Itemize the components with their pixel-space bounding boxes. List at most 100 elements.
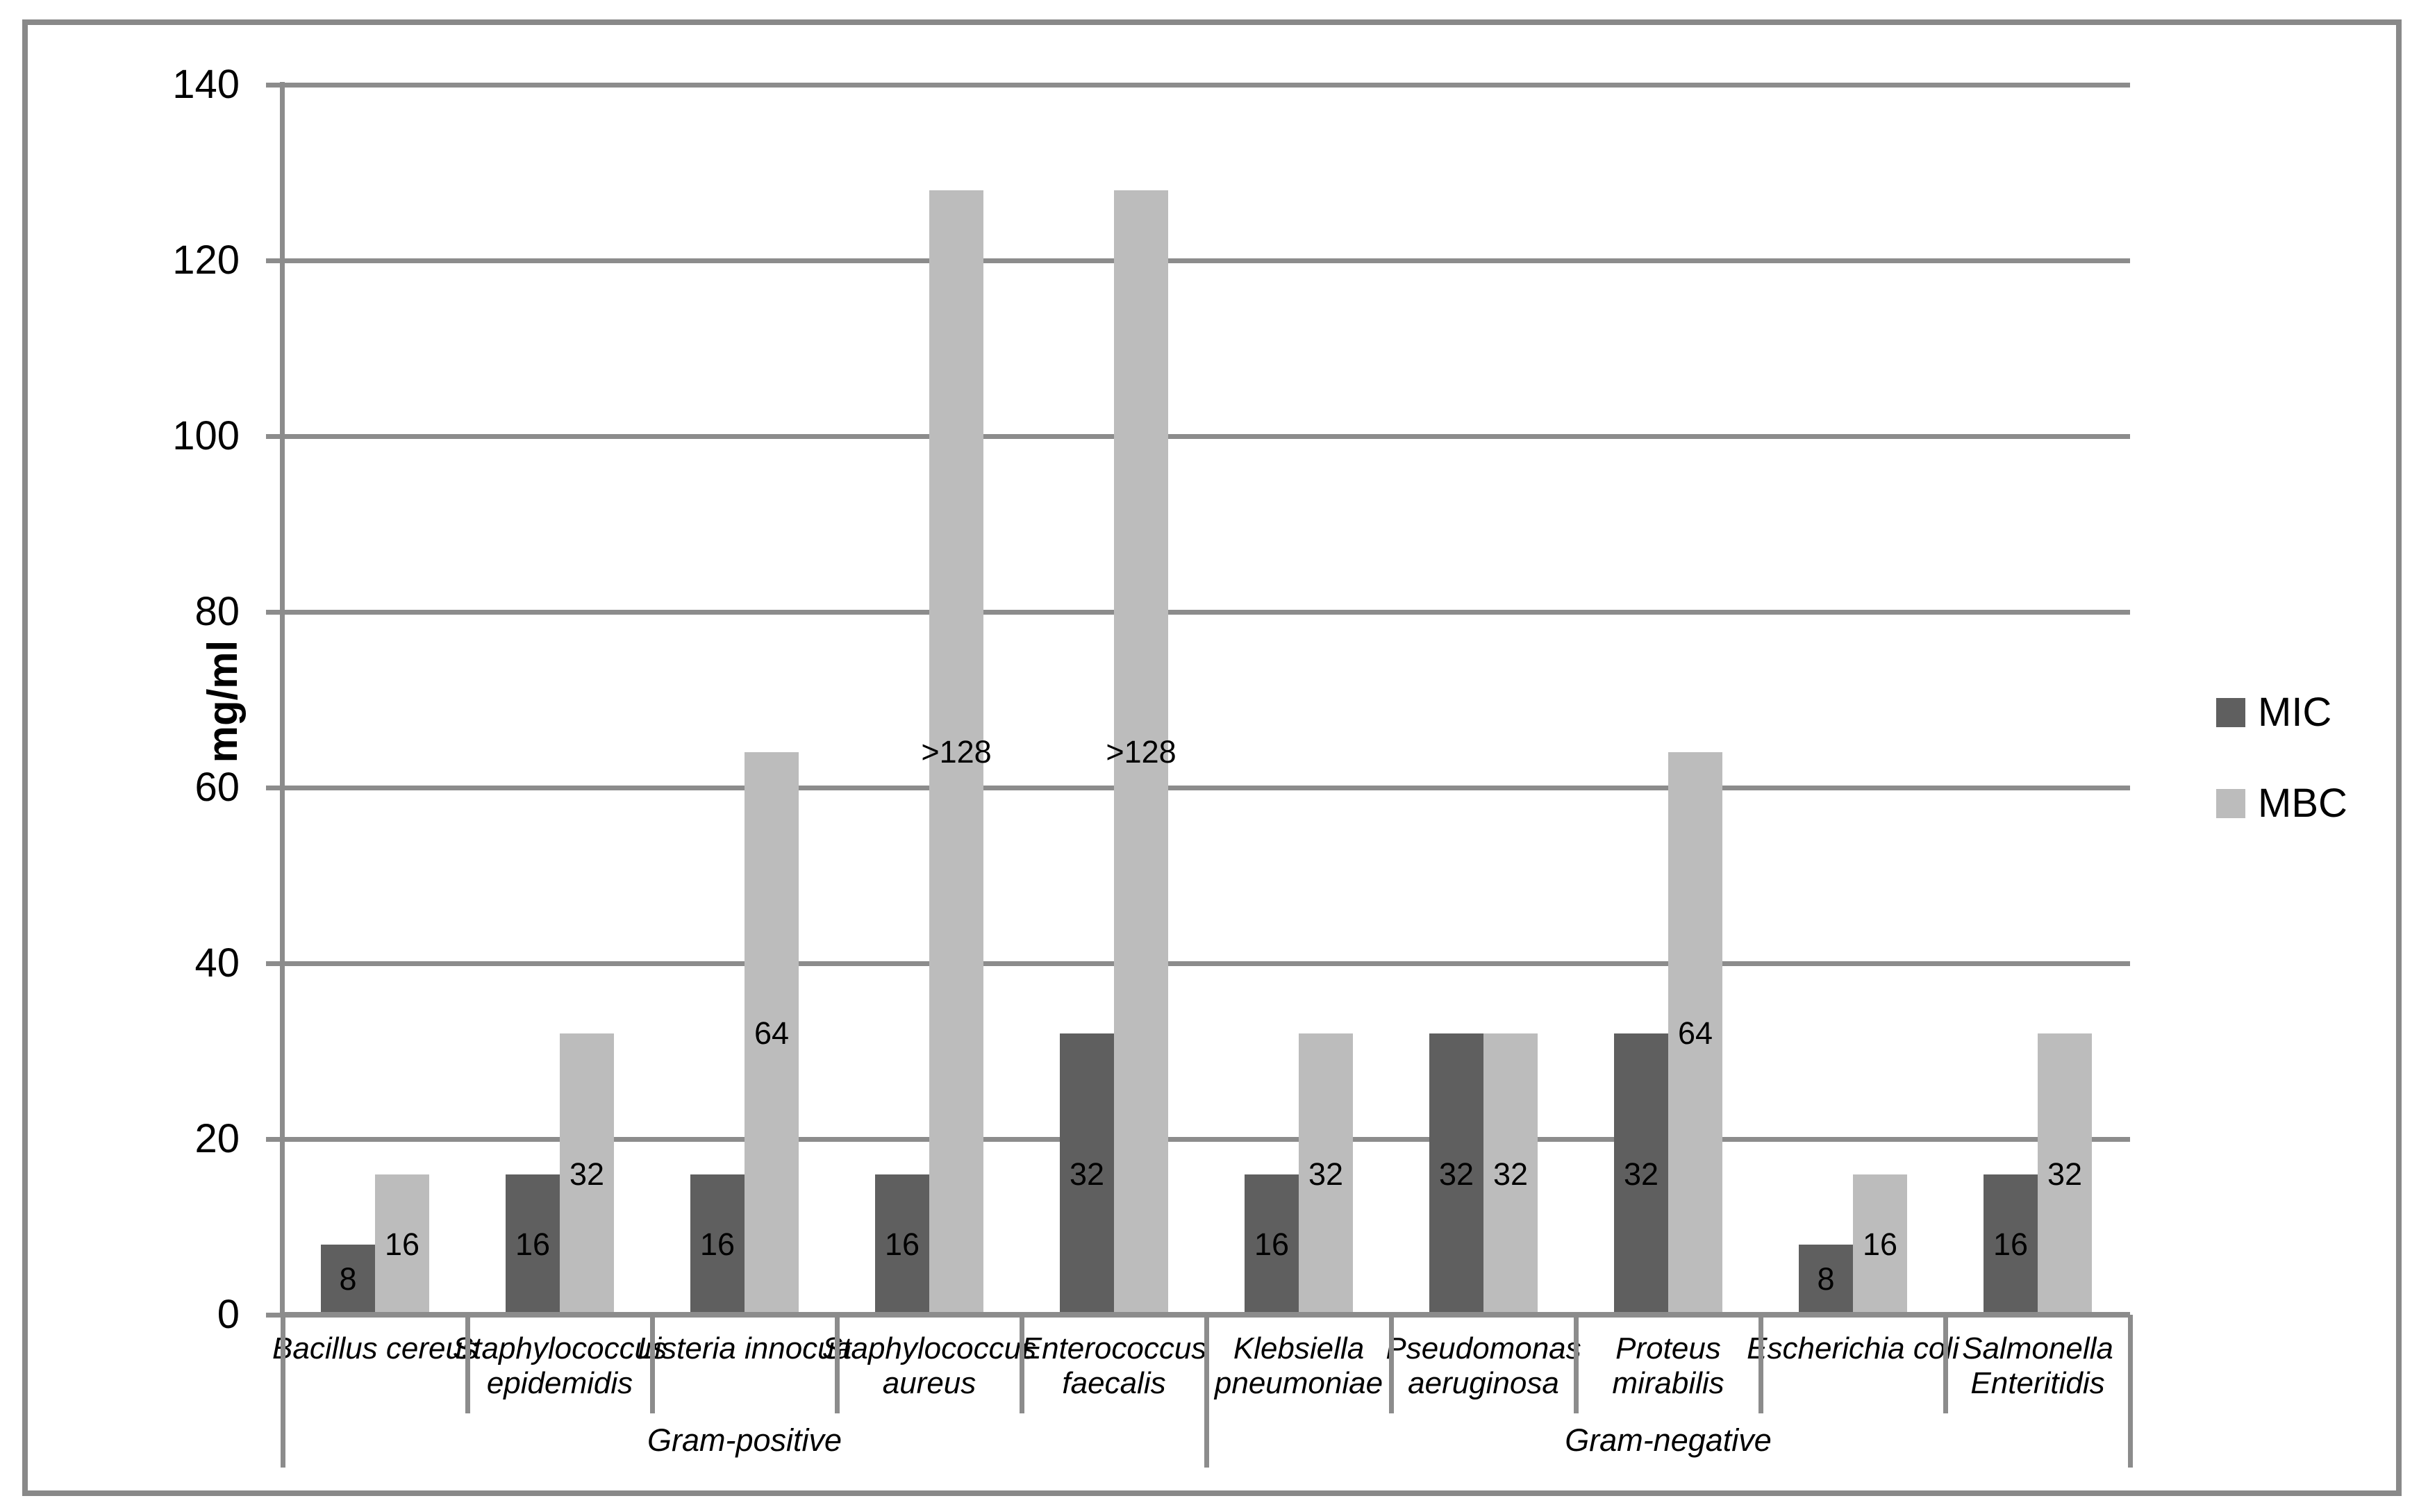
category-label-line: faecalis xyxy=(1062,1366,1166,1400)
category-label: Proteus mirabilis xyxy=(1576,1318,1761,1413)
gridline xyxy=(283,434,2130,439)
bar-label: 16 xyxy=(1862,1226,1898,1262)
category-separator xyxy=(1389,1315,1394,1413)
y-tick-label: 40 xyxy=(194,940,240,986)
bar-label: 64 xyxy=(1677,1015,1713,1052)
y-tick-label: 0 xyxy=(217,1292,240,1337)
group-label-gram-negative: Gram-negative xyxy=(1565,1422,1772,1458)
y-axis-tick xyxy=(266,83,284,88)
group-label-gram-positive: Gram-positive xyxy=(647,1422,842,1458)
bar-label: 8 xyxy=(1817,1261,1835,1297)
category-separator xyxy=(1574,1315,1579,1413)
category-label: Escherichia coli xyxy=(1747,1318,1959,1413)
category-label-line: Pseudomonas xyxy=(1386,1331,1581,1365)
bar-mic-1 xyxy=(506,1174,560,1315)
category-label-line: aureus xyxy=(882,1366,976,1400)
category-label-line: Klebsiella xyxy=(1233,1331,1365,1365)
category-label-line: epidemidis xyxy=(486,1366,633,1400)
category-label-line: Salmonella xyxy=(1962,1331,2113,1365)
bar-mic-5 xyxy=(1245,1174,1299,1315)
category-label: Pseudomonas aeruginosa xyxy=(1386,1318,1581,1413)
y-axis-tick xyxy=(266,961,284,966)
category-separator xyxy=(1758,1315,1763,1413)
category-label-line: pneumoniae xyxy=(1214,1366,1383,1400)
category-label-line: Staphylococcus xyxy=(452,1331,667,1365)
y-axis-title: mg/ml xyxy=(199,640,246,763)
x-axis-line xyxy=(283,1312,2130,1318)
bar-label: >128 xyxy=(921,734,992,770)
category-label: Enterococcus faecalis xyxy=(1021,1318,1207,1413)
legend-item-mic: MIC xyxy=(2216,690,2332,735)
y-tick-label: 20 xyxy=(194,1116,240,1161)
bar-mic-0 xyxy=(321,1244,375,1315)
category-label-line: Escherichia coli xyxy=(1747,1331,1959,1365)
category-label-line: aeruginosa xyxy=(1408,1366,1559,1400)
bar-label: 32 xyxy=(1438,1156,1474,1192)
category-label: Staphylococcus aureus xyxy=(822,1318,1036,1413)
category-separator xyxy=(465,1315,470,1413)
bar-label: 32 xyxy=(1308,1156,1344,1192)
y-tick-label: 80 xyxy=(194,589,240,634)
category-label-line: Enterococcus xyxy=(1021,1331,1207,1365)
bar-mbc-4 xyxy=(1114,190,1168,1315)
bar-mic-7 xyxy=(1614,1033,1668,1315)
group-separator xyxy=(281,1315,285,1468)
category-separator xyxy=(835,1315,840,1413)
bar-mic-2 xyxy=(690,1174,745,1315)
y-axis-tick xyxy=(266,1313,284,1318)
bar-label: 8 xyxy=(339,1261,357,1297)
y-axis-tick xyxy=(266,434,284,439)
category-label-line: Staphylococcus xyxy=(822,1331,1037,1365)
bar-mic-6 xyxy=(1429,1033,1483,1315)
y-tick-label: 120 xyxy=(172,238,240,283)
bar-label: 16 xyxy=(515,1226,551,1262)
chart-border xyxy=(22,19,2402,1496)
y-tick-label: 100 xyxy=(172,413,240,458)
y-axis-tick xyxy=(266,258,284,263)
gridline xyxy=(283,258,2130,263)
bar-mic-8 xyxy=(1799,1244,1853,1315)
bar-mbc-2 xyxy=(745,752,799,1315)
category-label-line: Listeria innocua xyxy=(637,1331,852,1365)
y-tick-label: 60 xyxy=(194,765,240,810)
y-axis-tick xyxy=(266,610,284,615)
bar-mbc-6 xyxy=(1483,1033,1538,1315)
mbc-series-swatch-icon xyxy=(2216,789,2245,818)
legend-label-mbc: MBC xyxy=(2258,781,2347,826)
legend-label-mic: MIC xyxy=(2258,690,2332,735)
category-label-line: Bacillus cereus xyxy=(272,1331,478,1365)
category-label: Bacillus cereus xyxy=(272,1318,478,1413)
group-separator xyxy=(2128,1315,2133,1468)
bar-mic-4 xyxy=(1060,1033,1114,1315)
bar-label: 16 xyxy=(1993,1226,2029,1262)
bar-label: >128 xyxy=(1106,734,1176,770)
bar-mic-9 xyxy=(1984,1174,2038,1315)
category-label: Staphylococcus epidemidis xyxy=(453,1318,667,1413)
y-axis-tick xyxy=(266,786,284,790)
bar-mbc-3 xyxy=(929,190,983,1315)
gridline xyxy=(283,83,2130,88)
bar-label: 64 xyxy=(754,1015,790,1052)
bar-label: 16 xyxy=(1254,1226,1290,1262)
category-separator xyxy=(650,1315,655,1413)
bar-mic-3 xyxy=(875,1174,929,1315)
bar-label: 32 xyxy=(2047,1156,2083,1192)
bar-label: 32 xyxy=(1623,1156,1659,1192)
bar-mbc-0 xyxy=(375,1174,429,1315)
bar-label: 32 xyxy=(1069,1156,1105,1192)
gridline xyxy=(283,1137,2130,1142)
category-separator xyxy=(1943,1315,1948,1413)
gridline xyxy=(283,961,2130,966)
gridline xyxy=(283,610,2130,615)
mic-series-swatch-icon xyxy=(2216,698,2245,727)
category-label-line: Proteus xyxy=(1615,1331,1721,1365)
legend-item-mbc: MBC xyxy=(2216,781,2347,826)
bar-mbc-1 xyxy=(560,1033,614,1315)
gridline xyxy=(283,786,2130,790)
bar-mbc-9 xyxy=(2038,1033,2092,1315)
group-separator xyxy=(1204,1315,1209,1468)
bar-label: 32 xyxy=(569,1156,605,1192)
category-label: Listeria innocua xyxy=(638,1318,851,1413)
y-tick-label: 140 xyxy=(172,62,240,107)
y-axis-tick xyxy=(266,1137,284,1142)
